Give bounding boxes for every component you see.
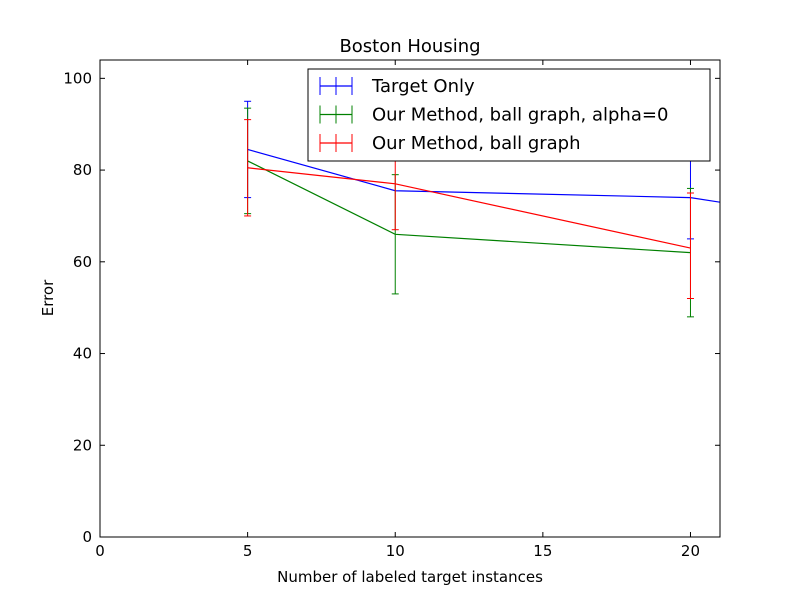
legend: Target Only Our Method, ball graph, alpha… [307,68,711,162]
legend-box [307,68,711,162]
series-layer [244,100,720,318]
legend-label: Our Method, ball graph, alpha=0 [372,105,668,126]
x-tick-label: 0 [95,542,105,560]
y-axis-title: Error [39,279,57,316]
x-tick-label: 10 [386,542,405,560]
plot-frame [99,59,721,538]
series-line-0 [247,148,720,203]
chart-title: Boston Housing [339,36,480,57]
x-tick-label: 5 [243,542,253,560]
legend-label: Our Method, ball graph [372,133,581,154]
y-tick-label: 60 [73,253,92,271]
x-axis-title: Number of labeled target instances [277,568,543,586]
ticks-layer: 0 5 10 15 20 0 20 40 60 80 100 [63,60,720,560]
x-tick-label: 15 [533,542,552,560]
y-tick-label: 100 [63,69,92,87]
y-tick-label: 20 [73,436,92,454]
y-tick-label: 80 [73,161,92,179]
y-tick-label: 40 [73,345,92,363]
x-tick-label: 20 [681,542,700,560]
legend-label: Target Only [371,76,475,97]
y-tick-label: 0 [82,528,92,546]
